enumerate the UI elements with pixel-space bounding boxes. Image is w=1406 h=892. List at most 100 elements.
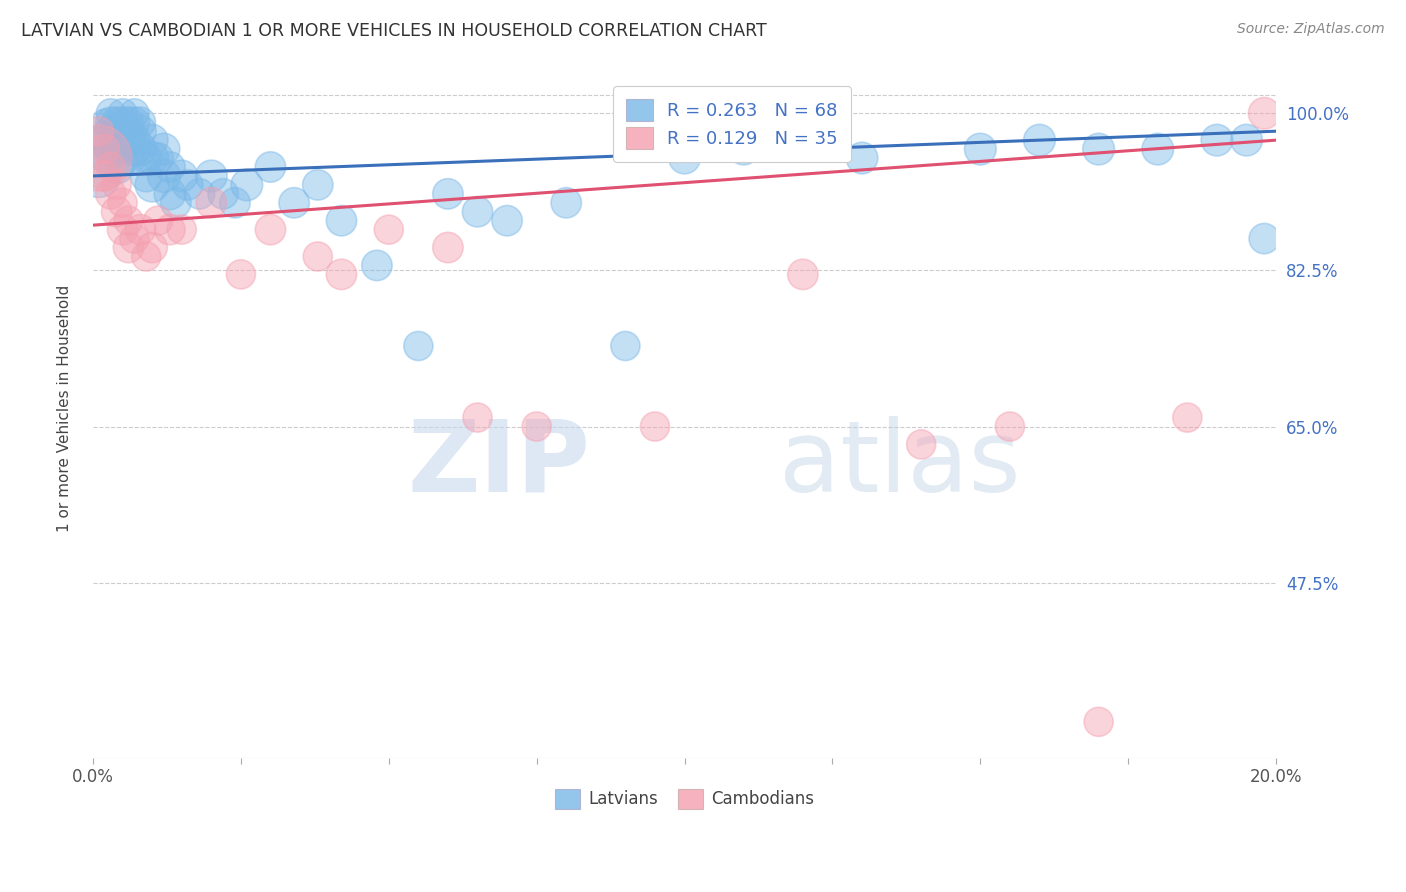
Point	[129, 115, 152, 129]
Point	[159, 222, 181, 236]
Point	[998, 419, 1021, 434]
Point	[129, 222, 152, 236]
Point	[87, 151, 110, 165]
Point	[105, 160, 128, 174]
Point	[135, 151, 157, 165]
Point	[188, 186, 211, 201]
Point	[111, 151, 134, 165]
Point	[100, 115, 122, 129]
Y-axis label: 1 or more Vehicles in Household: 1 or more Vehicles in Household	[58, 285, 72, 533]
Point	[87, 133, 110, 147]
Point	[141, 241, 163, 255]
Point	[307, 178, 329, 192]
Point	[910, 437, 932, 451]
Point	[129, 142, 152, 156]
Point	[100, 142, 122, 156]
Point	[117, 241, 139, 255]
Point	[100, 124, 122, 138]
Point	[437, 241, 460, 255]
Point	[111, 195, 134, 210]
Point	[851, 151, 873, 165]
Point	[330, 213, 353, 227]
Point	[159, 186, 181, 201]
Point	[229, 268, 252, 282]
Point	[105, 178, 128, 192]
Point	[117, 151, 139, 165]
Point	[236, 178, 259, 192]
Point	[100, 186, 122, 201]
Point	[555, 195, 578, 210]
Point	[117, 133, 139, 147]
Point	[200, 195, 222, 210]
Point	[212, 186, 235, 201]
Point	[259, 222, 281, 236]
Point	[124, 106, 146, 120]
Text: ZIP: ZIP	[406, 416, 591, 513]
Point	[141, 178, 163, 192]
Point	[94, 133, 117, 147]
Point	[146, 151, 169, 165]
Point	[200, 169, 222, 183]
Point	[117, 124, 139, 138]
Point	[408, 339, 430, 353]
Point	[100, 106, 122, 120]
Point	[1236, 133, 1258, 147]
Point	[526, 419, 548, 434]
Point	[1253, 106, 1275, 120]
Point	[105, 204, 128, 219]
Point	[124, 133, 146, 147]
Point	[467, 410, 489, 425]
Text: Source: ZipAtlas.com: Source: ZipAtlas.com	[1237, 22, 1385, 37]
Point	[94, 142, 117, 156]
Point	[135, 169, 157, 183]
Point	[165, 195, 187, 210]
Point	[330, 268, 353, 282]
Point	[141, 133, 163, 147]
Point	[111, 124, 134, 138]
Point	[94, 169, 117, 183]
Point	[1175, 410, 1198, 425]
Point	[117, 115, 139, 129]
Point	[117, 213, 139, 227]
Text: LATVIAN VS CAMBODIAN 1 OR MORE VEHICLES IN HOUSEHOLD CORRELATION CHART: LATVIAN VS CAMBODIAN 1 OR MORE VEHICLES …	[21, 22, 766, 40]
Text: atlas: atlas	[779, 416, 1021, 513]
Point	[87, 169, 110, 183]
Point	[111, 222, 134, 236]
Point	[792, 268, 814, 282]
Point	[124, 142, 146, 156]
Point	[129, 124, 152, 138]
Point	[135, 250, 157, 264]
Point	[153, 169, 176, 183]
Point	[1087, 714, 1109, 729]
Point	[176, 178, 198, 192]
Point	[283, 195, 305, 210]
Point	[969, 142, 991, 156]
Point	[170, 222, 193, 236]
Legend: Latvians, Cambodians: Latvians, Cambodians	[548, 782, 821, 815]
Point	[467, 204, 489, 219]
Point	[1087, 142, 1109, 156]
Point	[111, 133, 134, 147]
Point	[496, 213, 519, 227]
Point	[141, 151, 163, 165]
Point	[94, 151, 117, 165]
Point	[644, 419, 666, 434]
Point	[111, 106, 134, 120]
Point	[105, 124, 128, 138]
Point	[100, 160, 122, 174]
Point	[1253, 231, 1275, 245]
Point	[105, 142, 128, 156]
Point	[124, 231, 146, 245]
Point	[159, 160, 181, 174]
Point	[170, 169, 193, 183]
Point	[105, 115, 128, 129]
Point	[153, 142, 176, 156]
Point	[1028, 133, 1050, 147]
Point	[307, 250, 329, 264]
Point	[146, 213, 169, 227]
Point	[378, 222, 401, 236]
Point	[124, 115, 146, 129]
Point	[94, 115, 117, 129]
Point	[111, 115, 134, 129]
Point	[673, 151, 696, 165]
